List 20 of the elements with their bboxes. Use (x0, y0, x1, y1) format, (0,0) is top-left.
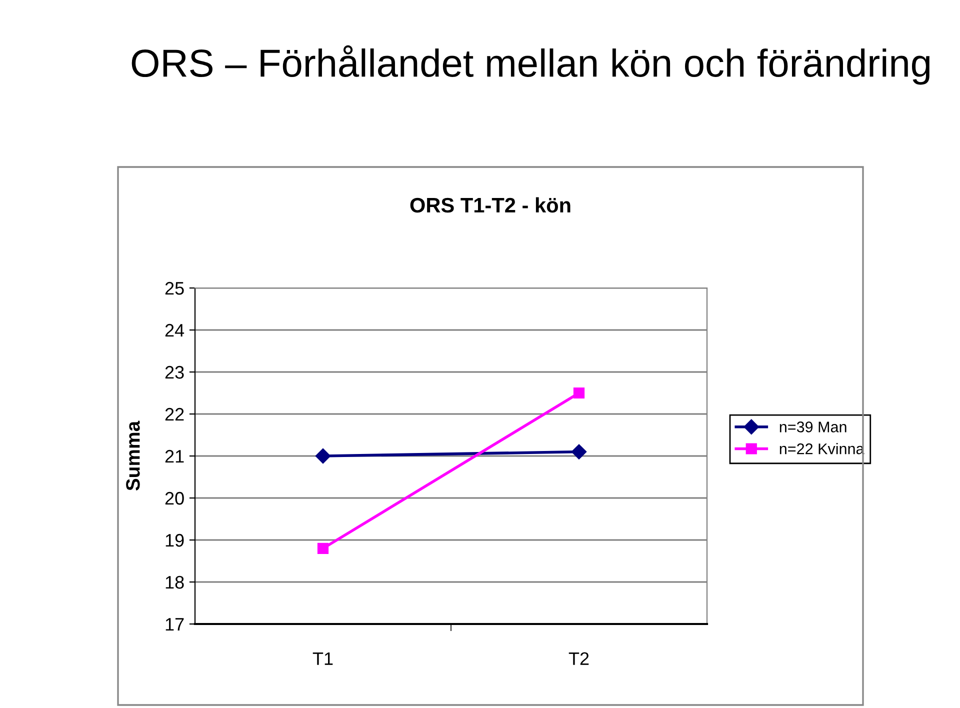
y-axis-title: Summa (126, 420, 140, 491)
y-tick-label: 18 (166, 576, 184, 589)
point (573, 387, 585, 399)
legend-label: n=22 Kvinna (780, 443, 864, 454)
x-tick-label: T1 (312, 652, 333, 665)
y-tick-label: 21 (165, 450, 184, 463)
x-tick-label: T2 (568, 652, 589, 665)
point (571, 444, 587, 460)
legend-label: n=39 Man (780, 422, 846, 432)
y-tick-label: 24 (165, 324, 184, 337)
y-tick-label: 25 (165, 282, 184, 295)
point (315, 448, 331, 464)
y-tick-label: 17 (166, 618, 184, 631)
chart-title: ORS T1-T2 - kön (410, 197, 570, 213)
y-tick-label: 22 (165, 408, 184, 421)
point (317, 542, 329, 554)
y-tick-label: 23 (165, 366, 184, 379)
text: ORS – Förhållandet mellan kön och förändring (132, 45, 930, 85)
y-tick-label: 20 (165, 492, 184, 505)
y-tick-label: 19 (166, 534, 184, 547)
